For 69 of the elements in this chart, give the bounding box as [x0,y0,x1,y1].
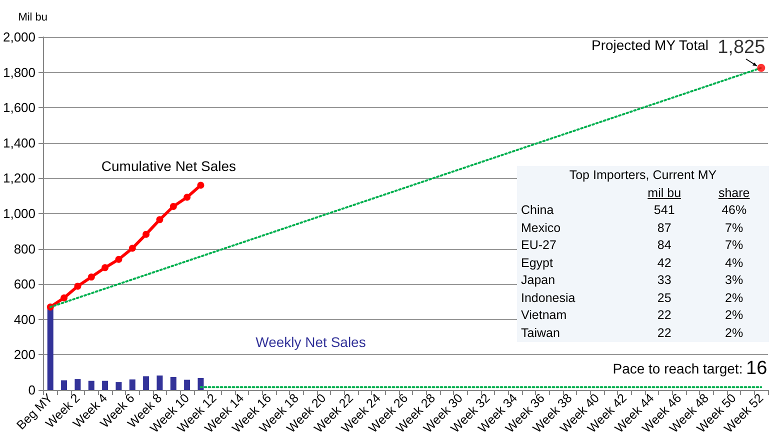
annotation: 2% [724,290,744,306]
annotation: Japan [520,272,556,288]
point [128,244,136,252]
y-tick-label: 2,000 [2,30,36,44]
data-label: 1,825 [718,36,766,58]
bar [184,380,190,390]
point [142,230,150,238]
bar [129,379,136,390]
bar [156,376,163,390]
annotation: 22 [656,307,672,324]
series-label: Pace to reach target: [612,360,743,377]
data-label: 16 [746,358,768,380]
point [60,294,68,302]
bar [143,376,150,390]
y-tick-label: 1,600 [2,100,36,116]
annotation: China [520,202,555,218]
point [170,202,177,210]
annotation: 4% [724,254,744,271]
y-tick-label: 400 [14,312,36,327]
annotation: Egypt [520,254,554,271]
annotation: 84 [656,237,672,254]
annotation: 7% [724,237,744,254]
point [184,194,191,201]
annotation: 22 [656,324,672,341]
bar [170,376,176,390]
bar [116,382,122,390]
annotation: 2% [724,324,744,341]
point [102,264,109,272]
annotation: Vietnam [520,307,568,324]
y-tick-label: 600 [14,276,36,292]
annotation: EU-27 [520,237,558,254]
y-tick-label: 1,800 [2,64,36,80]
y-tick-label: 0 [28,382,36,398]
point [88,274,95,281]
annotation: 33 [656,272,672,288]
bar [74,379,81,390]
point [197,182,204,189]
y-axis-title: Mil bu [18,12,48,24]
bar [61,380,68,390]
bar [47,307,54,390]
point [156,216,164,224]
annotation: 3% [724,272,744,288]
annotation: 7% [724,220,744,236]
annotation: Projected MY Total [592,37,709,53]
annotation: 541 [652,202,676,218]
y-tick-label: 800 [14,241,36,256]
text: Weekly Net Sales [256,334,366,350]
y-tick-label: 200 [14,347,36,362]
text: Cumulative Net Sales [101,158,236,174]
annotation: 46% [720,202,748,218]
y-tick-label: 1,400 [2,135,36,150]
annotation: mil bu [646,184,682,201]
point [74,282,82,290]
y-tick-label: 1,200 [2,170,36,186]
annotation: 42 [656,254,672,271]
annotation: 2% [724,307,744,324]
annotation: 87 [656,220,672,236]
annotation: 25 [656,290,672,306]
bar [102,380,108,390]
bar [88,380,94,390]
point [115,256,122,263]
annotation: Mexico [520,220,562,236]
annotation: share [717,184,751,201]
annotation: Taiwan [520,324,561,341]
bar [198,378,204,390]
point [757,64,766,72]
annotation: Top Importers, Current MY [568,167,718,184]
annotation: Indonesia [520,290,576,306]
y-tick-label: 1,000 [2,206,36,221]
